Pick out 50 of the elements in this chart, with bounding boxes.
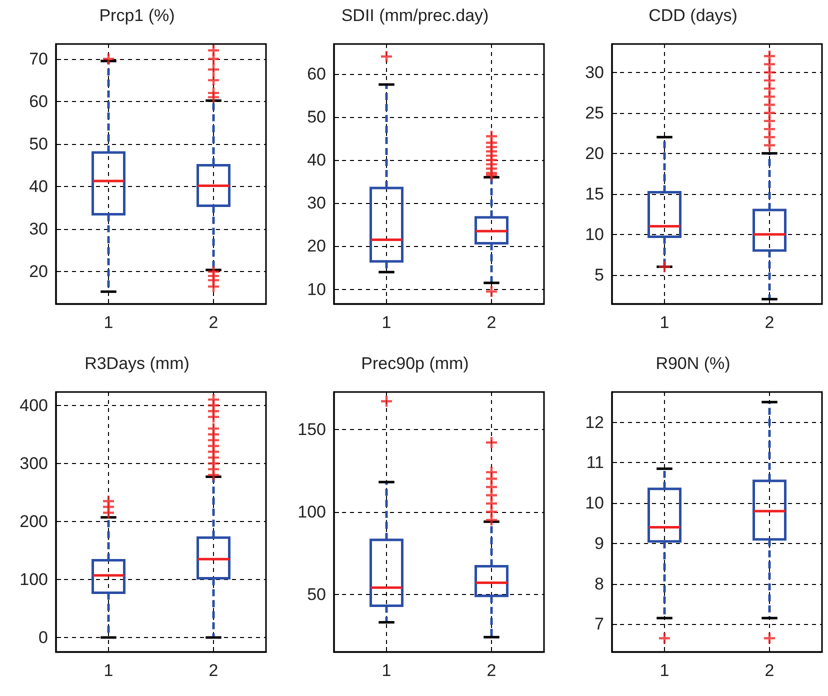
y-tick-label: 40: [29, 177, 48, 196]
y-tick-label: 60: [307, 64, 326, 84]
y-tick-label: 10: [585, 224, 604, 244]
y-tick-label: 7: [594, 614, 604, 634]
x-tick-label: 2: [208, 313, 218, 332]
y-tick-label: 150: [298, 420, 326, 439]
x-tick-label: 2: [208, 661, 218, 680]
y-tick-label: 11: [586, 453, 604, 472]
y-tick-label: 100: [20, 570, 48, 589]
x-tick-label: 2: [486, 661, 496, 680]
y-tick-label: 100: [298, 502, 326, 522]
x-tick-label: 2: [486, 313, 496, 332]
y-tick-label: 25: [585, 103, 604, 122]
y-tick-label: 10: [585, 494, 604, 513]
y-tick-label: 0: [38, 628, 48, 647]
y-tick-label: 8: [594, 574, 604, 594]
x-tick-label: 2: [764, 661, 774, 680]
chart-title: CDD (days): [648, 6, 738, 25]
y-tick-label: 40: [307, 150, 326, 170]
y-tick-label: 20: [585, 144, 604, 163]
y-tick-label: 10: [307, 280, 326, 299]
x-tick-label: 1: [104, 313, 114, 332]
y-tick-label: 9: [594, 534, 604, 553]
chart-title: Prec90p (mm): [361, 354, 469, 373]
y-tick-label: 20: [29, 262, 48, 282]
y-tick-label: 300: [20, 454, 48, 473]
chart-title: Prcp1 (%): [99, 6, 175, 25]
y-tick-label: 30: [585, 62, 604, 82]
x-tick-label: 1: [382, 661, 392, 680]
chart-title: R90N (%): [656, 354, 730, 373]
chart-title: R3Days (mm): [84, 354, 190, 373]
x-tick-label: 1: [660, 661, 670, 680]
y-tick-label: 50: [307, 584, 326, 604]
y-tick-label: 30: [29, 220, 48, 239]
y-tick-label: 60: [29, 92, 48, 111]
y-tick-label: 15: [585, 184, 604, 204]
y-tick-label: 12: [585, 412, 604, 432]
x-tick-label: 1: [382, 313, 392, 332]
x-tick-label: 1: [104, 661, 114, 680]
y-tick-label: 5: [594, 265, 604, 284]
y-tick-label: 50: [307, 107, 326, 126]
y-tick-label: 20: [307, 236, 326, 256]
x-tick-label: 1: [660, 313, 670, 332]
y-tick-label: 30: [307, 194, 326, 213]
y-tick-label: 70: [29, 49, 48, 68]
x-tick-label: 2: [764, 313, 774, 332]
y-tick-label: 50: [29, 134, 48, 154]
chart-title: SDII (mm/prec.day): [341, 6, 489, 25]
y-tick-label: 400: [20, 396, 48, 415]
y-tick-label: 200: [20, 512, 48, 531]
